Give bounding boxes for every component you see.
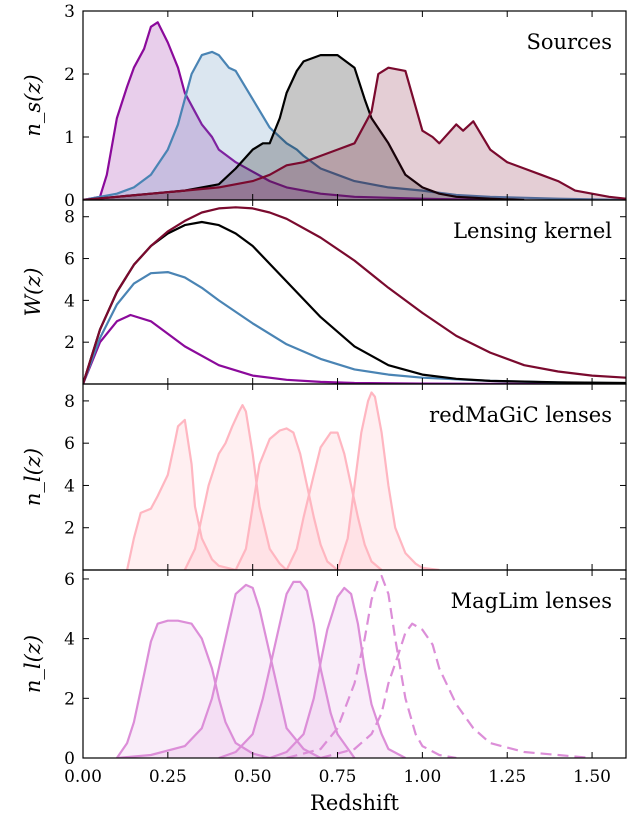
x-tick-label: 0.75	[319, 767, 357, 787]
series-fill-4	[269, 587, 406, 758]
y-axis-label: W(z)	[21, 267, 45, 316]
series-fill-3	[218, 581, 355, 758]
series-line-5	[336, 391, 440, 570]
series-line-3	[83, 220, 626, 384]
series-line-4	[83, 66, 626, 200]
series-line-4	[285, 431, 383, 570]
x-tick-label: 1.25	[488, 767, 526, 787]
series-line-1	[83, 313, 626, 384]
y-tick-label: 8	[64, 392, 75, 412]
series-fill-1	[127, 419, 236, 570]
plot-area	[83, 206, 626, 384]
y-tick-label: 4	[64, 476, 75, 496]
panel-label: MagLim lenses	[451, 589, 612, 613]
panel-label: Sources	[526, 30, 612, 54]
y-tick-label: 2	[64, 689, 75, 709]
panel-4: 0 2 4 6 MagLim lenses n_l(z)	[21, 569, 627, 769]
y-axis-label: n_s(z)	[21, 74, 45, 136]
series-line-4	[83, 206, 626, 384]
series-line-2	[83, 271, 626, 384]
x-tick-label: 0.50	[234, 767, 272, 787]
panel-3: 2 4 6 8 redMaGiC lenses n_l(z)	[21, 383, 627, 571]
series-fill-2	[83, 51, 626, 200]
series-fill-1	[116, 620, 270, 758]
y-tick-label: 6	[64, 570, 75, 590]
y-tick-label: 1	[64, 128, 75, 148]
y-axis-label: n_l(z)	[21, 635, 45, 693]
panel-frame	[82, 569, 627, 759]
plot-area	[83, 21, 626, 200]
y-tick-label: 4	[64, 630, 75, 650]
y-tick-label: 0	[64, 191, 75, 211]
y-tick-label: 2	[64, 519, 75, 539]
y-tick-label: 6	[64, 250, 75, 270]
series-line-2	[116, 583, 322, 758]
x-tick-label: 0.00	[64, 767, 102, 787]
series-fill-4	[83, 67, 626, 200]
series-line-2	[83, 50, 626, 200]
series-line-1	[126, 418, 236, 570]
series-fill-2	[184, 405, 287, 570]
y-tick-label: 2	[64, 65, 75, 85]
series-line-2	[183, 404, 288, 570]
x-tick-label: 1.50	[573, 767, 611, 787]
series-fill-5	[337, 392, 440, 570]
series-fill-3	[83, 55, 525, 200]
x-tick-label: 1.00	[403, 767, 441, 787]
plot-area	[115, 574, 593, 758]
series-line-4	[269, 586, 406, 758]
panel-label: Lensing kernel	[453, 219, 612, 243]
y-tick-label: 3	[64, 2, 75, 22]
series-line-6	[320, 622, 593, 758]
series-line-1	[83, 21, 491, 200]
y-tick-label: 2	[64, 333, 75, 353]
x-tick-label: 0.25	[149, 767, 187, 787]
series-line-3	[234, 427, 339, 570]
series-fill-1	[83, 22, 491, 200]
panel-1: 0 1 2 3 Sources n_s(z)	[21, 2, 627, 211]
series-line-5	[286, 574, 457, 758]
plot-area	[126, 391, 440, 570]
y-tick-label: 0	[64, 749, 75, 769]
y-axis-label: n_l(z)	[21, 448, 45, 506]
series-line-1	[115, 619, 270, 758]
y-tick-label: 6	[64, 434, 75, 454]
y-tick-label: 4	[64, 291, 75, 311]
x-axis-label: Redshift	[310, 791, 399, 815]
panel-label: redMaGiC lenses	[429, 403, 612, 427]
series-fill-3	[235, 428, 338, 570]
series-line-3	[83, 54, 525, 200]
series-fill-4	[286, 432, 382, 570]
panel-2: 2 4 6 8 Lensing kernel W(z)	[21, 199, 627, 385]
y-tick-label: 8	[64, 208, 75, 228]
series-line-3	[218, 580, 356, 758]
